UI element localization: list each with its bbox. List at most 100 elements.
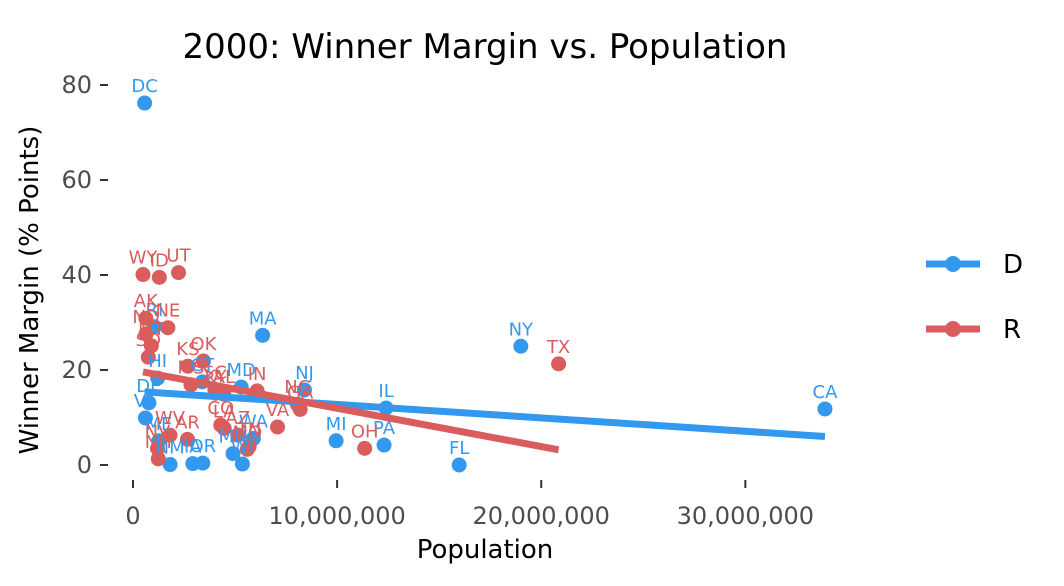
point-label-co: CO — [207, 398, 234, 419]
trend-line-r — [142, 368, 560, 454]
y-tick-label: 0 — [77, 451, 92, 479]
point-label-nj: NJ — [295, 363, 314, 384]
point-label-il: IL — [378, 381, 393, 402]
data-point-ar — [179, 431, 195, 447]
data-point-ny — [513, 338, 529, 354]
data-point-wy — [135, 267, 151, 283]
chart-title: 2000: Winner Margin vs. Population — [183, 27, 788, 67]
data-point-wv — [162, 427, 178, 443]
data-point-va — [270, 419, 286, 435]
point-label-ma: MA — [249, 308, 278, 329]
point-label-ga: GA — [287, 382, 314, 403]
point-label-or: OR — [189, 436, 216, 457]
point-label-ks: KS — [176, 339, 199, 360]
data-point-ks — [180, 358, 196, 374]
point-label-ak: AK — [134, 291, 159, 312]
point-label-mn: MN — [219, 427, 248, 448]
point-label-va: VA — [266, 400, 290, 421]
point-label-ne: NE — [155, 301, 180, 322]
point-label-wi: WI — [231, 437, 254, 458]
point-label-sc: SC — [203, 362, 227, 383]
point-label-wa: WA — [239, 411, 269, 432]
point-label-ny: NY — [509, 319, 534, 340]
point-label-ca: CA — [813, 382, 839, 403]
x-tick-label: 30,000,000 — [677, 502, 814, 530]
data-point-mo — [239, 441, 255, 457]
point-label-hi: HI — [148, 351, 167, 372]
data-point-fl — [451, 457, 467, 473]
point-label-mo: MO — [232, 422, 262, 443]
data-point-wi — [234, 456, 250, 472]
legend: DR — [926, 250, 1023, 345]
point-label-vt: VT — [134, 391, 158, 412]
data-point-sd — [140, 349, 156, 365]
data-point-tx — [551, 356, 567, 372]
data-point-nd — [138, 326, 154, 342]
point-label-nh: NH — [145, 432, 172, 453]
data-point-oh — [357, 440, 373, 456]
point-label-mt: MT — [138, 319, 166, 340]
point-label-ct: CT — [191, 355, 216, 376]
point-label-al: AL — [213, 367, 235, 388]
point-label-pa: PA — [373, 418, 396, 439]
y-tick-label: 40 — [61, 261, 92, 289]
point-label-me: ME — [145, 414, 172, 435]
data-point-mt — [143, 338, 159, 354]
point-label-id: ID — [150, 250, 169, 271]
data-point-mi — [328, 433, 344, 449]
trend-lines — [142, 368, 826, 454]
data-point-la — [216, 420, 232, 436]
data-point-vt — [137, 410, 153, 426]
legend-item-r: R — [926, 315, 1021, 345]
data-point-ia — [185, 456, 201, 472]
data-point-nj — [296, 382, 312, 398]
data-point-nm — [162, 457, 178, 473]
point-label-az: AZ — [225, 408, 250, 429]
point-label-in: IN — [248, 364, 267, 385]
point-label-ms: MS — [177, 358, 204, 379]
point-label-de: DE — [136, 376, 161, 397]
point-label-ri: RI — [146, 300, 164, 321]
data-point-ne — [160, 320, 176, 336]
point-label-tn: TN — [236, 419, 261, 440]
point-label-nd: ND — [132, 307, 159, 328]
data-point-nh — [150, 451, 166, 467]
data-point-id — [151, 269, 167, 285]
data-point-mn — [225, 446, 241, 462]
point-label-oh: OH — [351, 421, 379, 442]
point-label-wy: WY — [129, 248, 159, 269]
point-label-tx: TX — [546, 337, 570, 358]
data-point-dc — [137, 95, 153, 111]
point-label-la: LA — [213, 401, 236, 422]
x-tick-label: 10,000,000 — [268, 502, 405, 530]
trend-line-d — [144, 388, 826, 440]
y-tick-label: 20 — [61, 356, 92, 384]
data-point-ut — [171, 265, 187, 281]
x-tick-label: 20,000,000 — [473, 502, 610, 530]
point-label-wv: WV — [155, 408, 186, 429]
legend-label: D — [1003, 250, 1023, 280]
legend-label: R — [1003, 315, 1021, 345]
y-tick-label: 60 — [61, 166, 92, 194]
data-point-ma — [255, 327, 271, 343]
x-axis-label: Population — [417, 535, 554, 565]
point-label-ar: AR — [175, 412, 200, 433]
point-label-ut: UT — [166, 246, 191, 267]
point-label-ia: IA — [184, 437, 202, 458]
x-axis: 0 10,000,000 20,000,000 30,000,000 — [125, 480, 814, 530]
data-point-ca — [817, 401, 833, 417]
point-label-nm: NM — [156, 438, 185, 459]
point-label-sd: SD — [136, 330, 161, 351]
point-label-md: MD — [226, 360, 255, 381]
data-point-pa — [376, 437, 392, 453]
x-tick-label: 0 — [125, 502, 140, 530]
data-point-ok — [195, 353, 211, 369]
legend-item-d: D — [926, 250, 1023, 280]
legend-point-swatch — [945, 256, 961, 272]
y-tick-label: 80 — [61, 71, 92, 99]
point-label-ok: OK — [190, 334, 217, 355]
point-label-ky: KY — [204, 366, 227, 387]
